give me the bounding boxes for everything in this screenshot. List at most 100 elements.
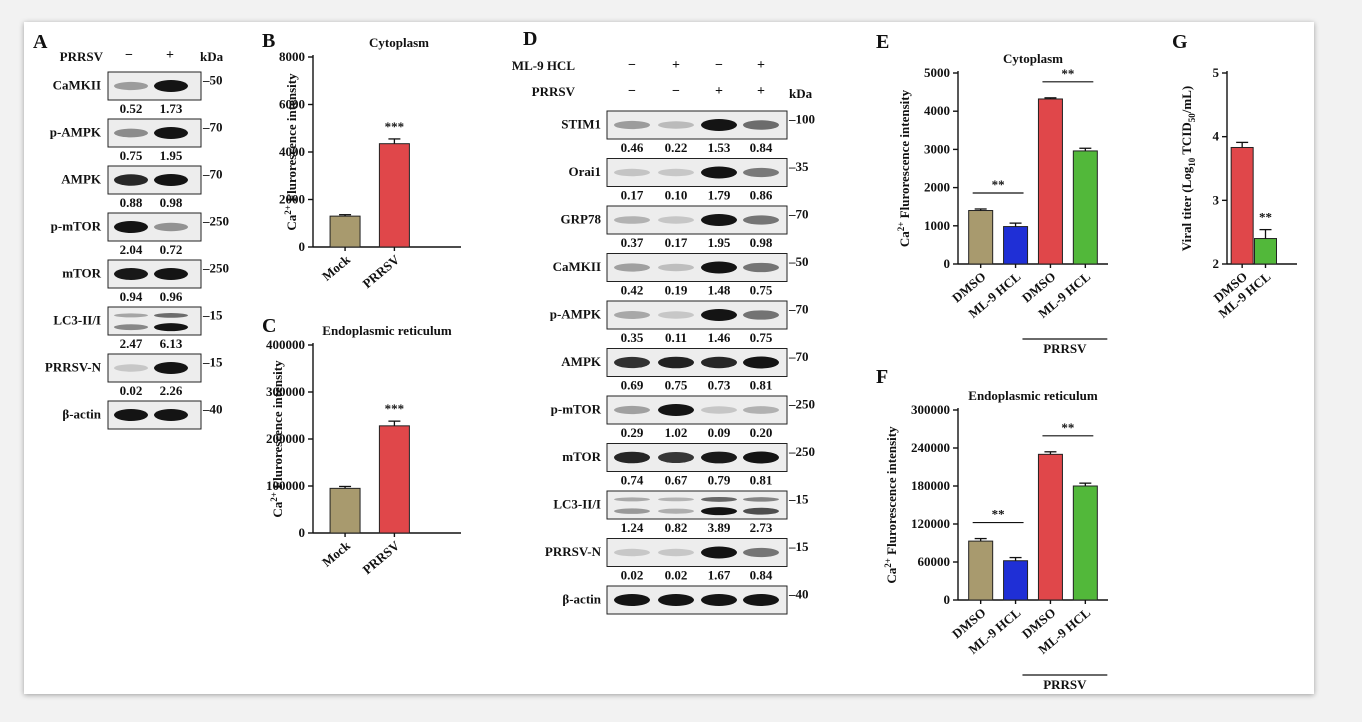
D-band-lc3-ii-i-upper-0 bbox=[614, 497, 650, 502]
panel-G-y-tick-label-3: 5 bbox=[1213, 65, 1220, 80]
A-density-p-ampk-1: 1.95 bbox=[160, 148, 183, 163]
A-blot-label-mtor: mTOR bbox=[62, 265, 101, 280]
A-density-p-ampk-0: 0.75 bbox=[120, 148, 143, 163]
D-blot-label-stim1: STIM1 bbox=[561, 116, 601, 131]
panel-C-x-tick-label-1: PRRSV bbox=[359, 537, 402, 577]
D-band-camkii-2 bbox=[701, 261, 737, 274]
panel-B-letter: B bbox=[262, 30, 275, 52]
panel-B-bar-1 bbox=[378, 143, 410, 248]
panel-D-letter: D bbox=[523, 28, 537, 50]
D-density-p-mtor-1: 1.02 bbox=[665, 425, 688, 440]
A-density-prrsv-n-1: 2.26 bbox=[160, 383, 183, 398]
D-blot-label--actin: β-actin bbox=[562, 591, 601, 606]
panel-G-bar-1 bbox=[1254, 238, 1277, 265]
panel-E-y-tick-label-2: 2000 bbox=[924, 180, 950, 195]
panel-F-y-tick-label-2: 120000 bbox=[911, 516, 950, 531]
D-density-prrsv-n-0: 0.02 bbox=[621, 568, 644, 583]
D-blot-label-p-mtor: p-mTOR bbox=[551, 401, 602, 416]
panel-D-kda-label: kDa bbox=[789, 86, 813, 101]
figure-card: A PRRSV − + kDa CaMKII 0.52 1.73 –50 p-AMPK 0.75 1.… bbox=[24, 22, 1314, 694]
D-density-prrsv-n-3: 0.84 bbox=[750, 568, 773, 583]
D-density-orai1-1: 0.10 bbox=[665, 188, 688, 203]
panel-A-lane-sign-0: − bbox=[125, 48, 133, 63]
D-band-p-ampk-1 bbox=[658, 311, 694, 319]
D-marker-orai1: –35 bbox=[788, 159, 809, 174]
panel-G-y-tick-label-2: 4 bbox=[1213, 129, 1220, 144]
A-band-mtor-0 bbox=[114, 268, 148, 280]
A-marker--actin: –40 bbox=[202, 402, 223, 417]
A-blot-label-lc3-ii-i: LC3-II/I bbox=[53, 312, 101, 327]
panel-D-lane-sign-0-2: − bbox=[715, 58, 723, 73]
D-blot-label-ampk: AMPK bbox=[561, 354, 602, 369]
D-blot-box-lc3-ii-i bbox=[606, 490, 788, 520]
panel-E-bar-2 bbox=[1037, 98, 1063, 265]
panel-F-title: Endoplasmic reticulum bbox=[968, 388, 1098, 403]
panel-G-significance-0: ** bbox=[1259, 210, 1272, 225]
A-marker-ampk: –70 bbox=[202, 167, 223, 182]
D-band-grp78-0 bbox=[614, 216, 650, 224]
D-density-mtor-1: 0.67 bbox=[665, 473, 688, 488]
panel-B-y-tick-label-4: 8000 bbox=[279, 49, 305, 64]
A-blot-label--actin: β-actin bbox=[62, 406, 101, 421]
D-band--actin-3 bbox=[743, 594, 779, 606]
panel-G-bar-0 bbox=[1230, 146, 1254, 265]
D-density-p-mtor-0: 0.29 bbox=[621, 425, 644, 440]
panel-E-y-tick-label-1: 1000 bbox=[924, 218, 950, 233]
panel-B-y-tick-label-2: 4000 bbox=[279, 144, 305, 159]
D-band-ampk-0 bbox=[614, 356, 650, 369]
A-band-prrsv-n-0 bbox=[114, 364, 148, 372]
panel-F-group-label: PRRSV bbox=[1043, 677, 1087, 692]
panel-G-letter: G bbox=[1172, 31, 1188, 53]
D-density-stim1-0: 0.46 bbox=[621, 140, 644, 155]
A-band-p-mtor-0 bbox=[114, 221, 148, 233]
A-band-prrsv-n-1 bbox=[154, 362, 188, 374]
A-density-prrsv-n-0: 0.02 bbox=[120, 383, 143, 398]
D-band-mtor-3 bbox=[743, 451, 779, 464]
D-density-p-ampk-1: 0.11 bbox=[665, 330, 687, 345]
D-density-grp78-2: 1.95 bbox=[708, 235, 731, 250]
A-marker-prrsv-n: –15 bbox=[202, 355, 223, 370]
D-density-orai1-2: 1.79 bbox=[708, 188, 731, 203]
D-density-lc3-ii-i-0: 1.24 bbox=[621, 520, 644, 535]
D-band-grp78-2 bbox=[701, 214, 737, 226]
D-band-lc3-ii-i-lower-1 bbox=[658, 508, 694, 514]
A-density-ampk-0: 0.88 bbox=[120, 195, 143, 210]
panel-E-letter: E bbox=[876, 31, 889, 53]
panel-B-y-tick-label-1: 2000 bbox=[279, 192, 305, 207]
D-band-camkii-0 bbox=[614, 263, 650, 272]
D-density-p-ampk-2: 1.46 bbox=[708, 330, 731, 345]
D-marker-grp78: –70 bbox=[788, 207, 809, 222]
D-density-mtor-3: 0.81 bbox=[750, 473, 773, 488]
D-density-stim1-2: 1.53 bbox=[708, 140, 731, 155]
D-blot-label-lc3-ii-i: LC3-II/I bbox=[553, 496, 601, 511]
D-band-stim1-2 bbox=[701, 119, 737, 131]
A-density-p-mtor-1: 0.72 bbox=[160, 242, 183, 257]
D-band-p-ampk-2 bbox=[701, 309, 737, 321]
A-band-p-mtor-1 bbox=[154, 222, 188, 232]
panel-G-y-label: Viral titer (Log10 TCID50/mL) bbox=[1179, 86, 1197, 251]
D-density-ampk-0: 0.69 bbox=[621, 378, 644, 393]
D-density-grp78-3: 0.98 bbox=[750, 235, 773, 250]
D-marker-ampk: –70 bbox=[788, 349, 809, 364]
A-density-ampk-1: 0.98 bbox=[160, 195, 183, 210]
D-density-mtor-2: 0.79 bbox=[708, 473, 731, 488]
A-density-mtor-0: 0.94 bbox=[120, 289, 143, 304]
A-density-mtor-1: 0.96 bbox=[160, 289, 183, 304]
D-density-p-ampk-3: 0.75 bbox=[750, 330, 773, 345]
panel-F-y-tick-label-0: 0 bbox=[944, 592, 951, 607]
panel-F-bar-2 bbox=[1037, 453, 1063, 601]
D-band-ampk-3 bbox=[743, 356, 779, 369]
D-band--actin-0 bbox=[614, 594, 650, 606]
panel-B-y-tick-label-0: 0 bbox=[299, 239, 306, 254]
panel-B-x-tick-label-1: PRRSV bbox=[359, 251, 402, 291]
D-band-orai1-3 bbox=[743, 167, 779, 178]
panel-B-bar-0 bbox=[329, 215, 361, 248]
panel-E-y-tick-label-3: 3000 bbox=[924, 141, 950, 156]
panel-C-significance-0: *** bbox=[385, 401, 405, 416]
panel-C-y-tick-label-2: 200000 bbox=[266, 431, 305, 446]
A-density-lc3-ii-i-0: 2.47 bbox=[120, 336, 143, 351]
panel-C-y-tick-label-4: 400000 bbox=[266, 337, 305, 352]
D-density-ampk-1: 0.75 bbox=[665, 378, 688, 393]
panel-A-lane-sign-1: + bbox=[166, 48, 174, 63]
D-density-lc3-ii-i-1: 0.82 bbox=[665, 520, 688, 535]
